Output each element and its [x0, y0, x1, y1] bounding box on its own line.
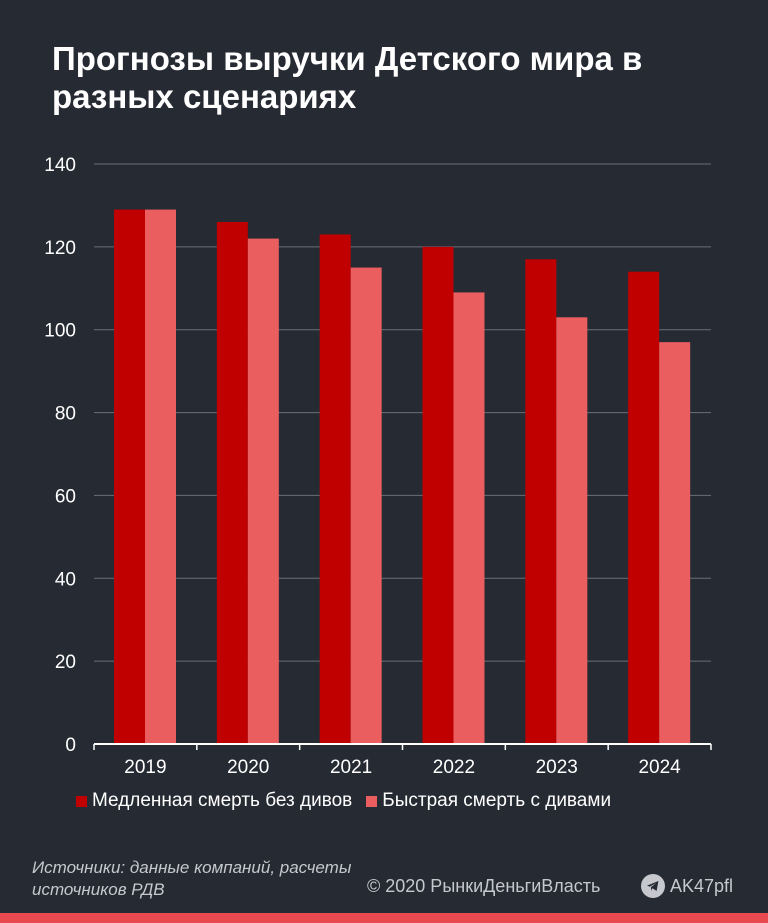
gridlines — [94, 163, 711, 662]
copyright: © 2020 РынкиДеньгиВласть — [367, 876, 601, 896]
y-tick-label: 20 — [55, 652, 76, 673]
bar-slow-2024 — [628, 271, 660, 744]
x-tick-label: 2021 — [330, 757, 372, 778]
bar-slow-2023 — [525, 259, 557, 744]
bars — [114, 209, 691, 745]
y-tick-label: 80 — [55, 404, 76, 425]
x-tick-label: 2019 — [124, 757, 166, 778]
legend-label-fast: Быстрая смерть с дивами — [382, 790, 612, 811]
telegram-handle: AK47pfl — [670, 875, 734, 896]
bar-fast-2022 — [453, 292, 485, 744]
telegram-icon — [641, 874, 665, 898]
legend: Медленная смерть без дивов Быстрая смерт… — [76, 790, 625, 812]
telegram-link[interactable]: AK47pfl — [641, 874, 733, 898]
axes: 0 20 40 60 80 100 120 140 2019 2020 2021 2022 2023 20… — [44, 155, 712, 778]
legend-swatch-fast — [366, 795, 378, 807]
legend-label-slow: Медленная смерть без дивов — [92, 790, 353, 811]
y-tick-label: 60 — [55, 486, 76, 507]
bar-slow-2021 — [319, 234, 351, 744]
x-tick-label: 2020 — [227, 757, 269, 778]
bar-fast-2021 — [350, 267, 382, 744]
y-tick-label: 140 — [44, 155, 76, 176]
x-tick-label: 2023 — [536, 757, 578, 778]
legend-swatch-slow — [76, 795, 87, 807]
bar-fast-2024 — [659, 342, 691, 744]
bar-fast-2023 — [556, 317, 588, 744]
bottom-accent-bar — [0, 913, 768, 923]
source-note: Источники: данные компаний, расчеты исто… — [32, 858, 352, 899]
chart-title: Прогнозы выручки Детского мира в разных … — [52, 40, 643, 115]
x-tick-label: 2024 — [638, 757, 681, 778]
legend-item-slow: Медленная смерть без дивов — [76, 790, 352, 812]
bar-fast-2019 — [145, 209, 176, 745]
bar-fast-2020 — [247, 238, 279, 745]
y-tick-label: 100 — [44, 321, 76, 342]
bar-slow-2020 — [216, 222, 248, 744]
y-tick-label: 120 — [44, 238, 76, 259]
y-tick-label: 0 — [65, 735, 76, 756]
bar-slow-2019 — [114, 209, 145, 745]
bar-slow-2022 — [422, 246, 454, 744]
x-tick-label: 2022 — [433, 757, 475, 778]
y-tick-label: 40 — [55, 569, 76, 590]
legend-item-fast: Быстрая смерть с дивами — [366, 790, 611, 812]
